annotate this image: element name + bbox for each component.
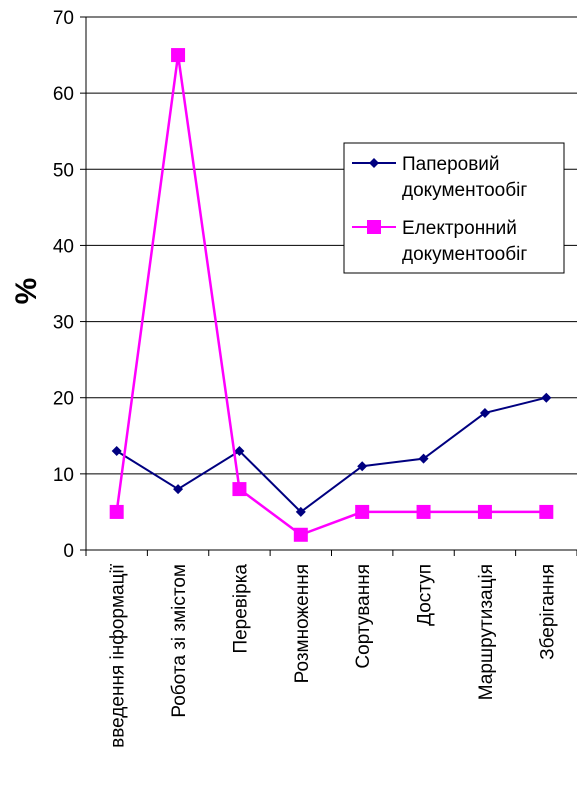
y-axis-title: % <box>10 278 43 305</box>
y-tick-label: 0 <box>63 541 74 562</box>
x-tick-labels: введення інформації Робота зі змістом Пере… <box>108 563 559 748</box>
data-point <box>234 446 245 457</box>
y-tick-labels: 0 10 20 30 40 50 60 70 <box>53 8 74 562</box>
legend-label: документообіг <box>402 180 527 201</box>
data-point <box>418 453 429 464</box>
series-line <box>116 396 547 514</box>
legend-label: Паперовий <box>402 154 500 175</box>
x-tick-label: Маршрутизація <box>476 564 497 700</box>
series-line <box>115 54 547 537</box>
y-tick-label: 20 <box>53 389 74 410</box>
legend: Паперовий документообіг Електронний докумен… <box>343 142 565 274</box>
data-point <box>479 407 490 418</box>
legend-item: Паперовий документообіг <box>352 154 527 201</box>
data-point <box>171 48 186 63</box>
legend-label: документообіг <box>402 244 527 265</box>
x-tick-label: введення інформації <box>108 563 129 748</box>
data-point <box>173 484 184 495</box>
x-tick-label: Робота зі змістом <box>169 564 190 718</box>
x-tick-label: Зберігання <box>537 564 558 660</box>
legend-box <box>343 142 565 274</box>
x-tick-label: Розмноження <box>292 564 313 683</box>
x-tick-label: Перевірка <box>230 564 251 654</box>
series-1 <box>111 392 552 517</box>
data-point <box>416 504 431 519</box>
legend-marker <box>369 158 379 168</box>
y-tick-label: 30 <box>53 313 74 334</box>
series-group <box>109 48 554 542</box>
legend-label: Електронний <box>402 218 517 239</box>
x-tick-label: Сортування <box>353 564 374 669</box>
y-tick-label: 50 <box>53 160 74 181</box>
data-point <box>477 504 492 519</box>
y-tick-label: 60 <box>53 84 74 105</box>
legend-marker <box>367 220 381 234</box>
data-point <box>111 446 122 457</box>
series-2 <box>109 48 554 542</box>
data-point <box>293 527 308 542</box>
data-point <box>295 506 306 517</box>
data-point <box>539 504 554 519</box>
y-tick-label: 70 <box>53 8 74 29</box>
data-point <box>541 392 552 403</box>
data-point <box>232 482 247 497</box>
x-tick-label: Доступ <box>415 564 436 626</box>
data-point <box>109 504 124 519</box>
gridlines <box>86 16 577 475</box>
y-tick-label: 10 <box>53 465 74 486</box>
y-tick-label: 40 <box>53 236 74 257</box>
data-point <box>355 504 370 519</box>
axes <box>80 16 577 556</box>
legend-item: Електронний документообіг <box>352 218 527 265</box>
data-point <box>357 461 368 472</box>
